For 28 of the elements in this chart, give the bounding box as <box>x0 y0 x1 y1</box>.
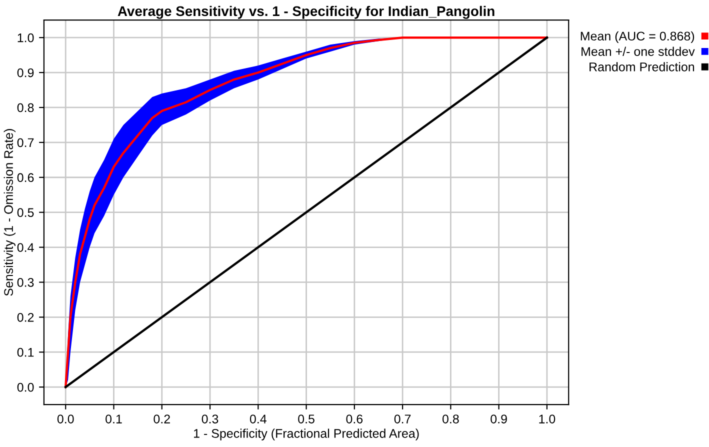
x-tick-label: 0.5 <box>298 414 314 424</box>
x-tick-label: 0.9 <box>490 414 507 424</box>
y-tick-label: 0.4 <box>17 243 34 252</box>
y-tick-label: 0.6 <box>17 173 34 182</box>
y-axis-title: Sensitivity (1 - Omission Rate) <box>4 129 16 296</box>
y-tick-label: 0.2 <box>17 312 34 322</box>
legend-label: Random Prediction <box>590 62 694 72</box>
x-tick-label: 1.0 <box>539 414 556 424</box>
x-tick-label: 0.3 <box>202 414 218 424</box>
y-tick-label: 0.9 <box>17 68 34 78</box>
y-tick-label: 0.8 <box>17 103 34 112</box>
y-tick-label: 0.1 <box>17 348 34 357</box>
x-tick-label: 0.1 <box>106 414 122 424</box>
x-tick-label: 0.8 <box>442 414 459 424</box>
x-tick-label: 0.6 <box>346 414 363 424</box>
y-tick-label: 0.7 <box>17 138 34 148</box>
x-axis-title: 1 - Specificity (Fractional Predicted Area) <box>194 428 419 440</box>
x-tick-label: 0.7 <box>394 414 411 424</box>
y-tick-label: 0.0 <box>17 382 34 392</box>
text: Mean +/- one stddev <box>582 46 695 56</box>
x-tick-label: 0.4 <box>250 414 266 424</box>
chart-title: Average Sensitivity vs. 1 - Specificity for Indian_Pangolin <box>118 6 494 19</box>
x-tick-label: 0.2 <box>154 414 170 424</box>
x-tick-label: 0.0 <box>57 414 74 424</box>
y-tick-label: 1.0 <box>18 33 34 42</box>
y-tick-label: 0.3 <box>17 278 34 287</box>
y-tick-label: 0.5 <box>17 208 34 217</box>
legend-label: Mean (AUC = 0.868) <box>580 31 694 44</box>
